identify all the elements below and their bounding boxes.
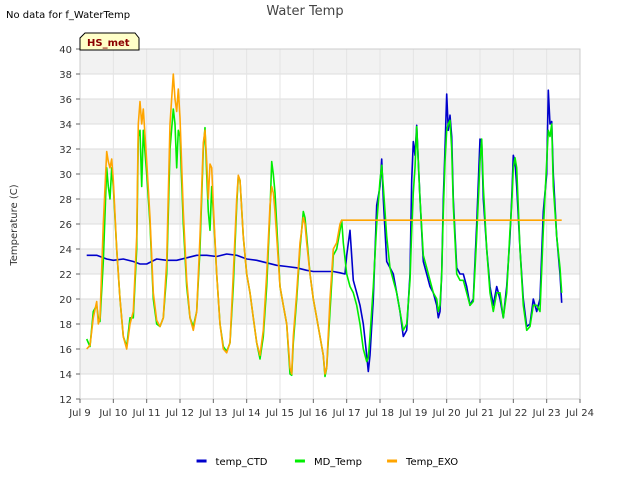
x-tick-label: Jul 16 [298,408,327,419]
series-line-temp-exo [86,73,562,375]
legend-item-temp-exo: Temp_EXO [387,457,458,468]
series-lines [85,73,563,378]
plot-band [80,99,580,124]
plot-band [80,349,580,374]
x-tick-label: Jul 22 [498,408,527,419]
x-tick-label: Jul 11 [132,408,161,419]
x-tick-label: Jul 12 [165,408,194,419]
y-tick-label: 18 [59,320,72,331]
plot-band [80,374,580,399]
x-tick-label: Jul 23 [532,408,561,419]
chart-title: Water Temp [266,4,343,19]
y-tick-label: 24 [59,245,72,256]
x-tick-label: Jul 21 [465,408,494,419]
no-data-note: No data for f_WaterTemp [6,10,130,21]
y-axis: 12 14 16 18 20 22 24 26 28 30 32 34 36 38 40 [59,45,80,406]
legend-label: Temp_EXO [405,457,458,468]
y-tick-label: 20 [59,295,72,306]
x-tick-label: Jul 14 [232,408,261,419]
x-tick-label: Jul 20 [432,408,461,419]
legend-item-md-temp: MD_Temp [294,457,362,468]
x-tick-label: Jul 19 [398,408,427,419]
y-tick-label: 14 [59,370,72,381]
x-tick-label: Jul 9 [68,408,91,419]
hs-met-badge: HS_met [79,32,140,51]
legend-item-temp-ctd: temp_CTD [196,457,268,468]
legend-label: MD_Temp [314,457,362,468]
y-tick-label: 34 [59,120,72,131]
plot-band [80,324,580,349]
badge-label: HS_met [87,38,130,49]
x-tick-label: Jul 18 [365,408,394,419]
y-tick-label: 12 [59,395,72,406]
x-tick-label: Jul 15 [265,408,294,419]
x-tick-label: Jul 24 [565,408,594,419]
y-tick-label: 22 [59,270,72,281]
plot-band [80,124,580,149]
legend: temp_CTD MD_Temp Temp_EXO [196,457,458,468]
plot-band [80,49,580,74]
x-tick-label: Jul 10 [98,408,127,419]
y-tick-label: 32 [59,145,72,156]
y-tick-label: 30 [59,170,72,181]
y-tick-label: 40 [59,45,72,56]
y-tick-label: 16 [59,345,72,356]
y-tick-label: 26 [59,220,72,231]
plot-band [80,249,580,274]
y-tick-label: 36 [59,95,72,106]
plot-band [80,174,580,199]
badge-box [79,32,140,51]
x-tick-label: Jul 13 [198,408,227,419]
plot-band [80,149,580,174]
y-tick-label: 38 [59,70,72,81]
plot-band [80,224,580,249]
x-axis: Jul 9 Jul 10 Jul 11 Jul 12 Jul 13 Jul 14 Jul 1… [68,399,594,419]
y-axis-title: Temperature (C) [9,184,20,266]
plot-band [80,74,580,99]
y-tick-label: 28 [59,195,72,206]
legend-label: temp_CTD [216,457,268,468]
x-tick-label: Jul 17 [332,408,361,419]
